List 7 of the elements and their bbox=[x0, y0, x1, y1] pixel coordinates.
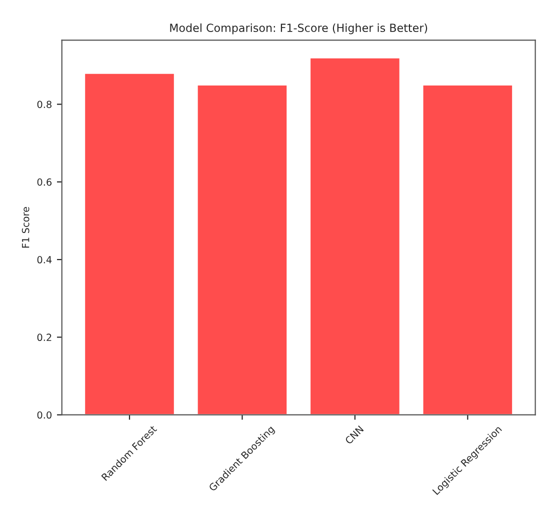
y-tick-label: 0.6 bbox=[37, 178, 52, 186]
chart-title: Model Comparison: F1-Score (Higher is Better) bbox=[170, 23, 428, 34]
y-tick-label: 0.0 bbox=[37, 411, 52, 419]
y-tick-label: 0.2 bbox=[37, 334, 52, 342]
y-axis-title: F1 Score bbox=[22, 206, 30, 248]
y-tick-label: 0.8 bbox=[37, 100, 52, 108]
y-tick-label: 0.4 bbox=[37, 256, 52, 264]
